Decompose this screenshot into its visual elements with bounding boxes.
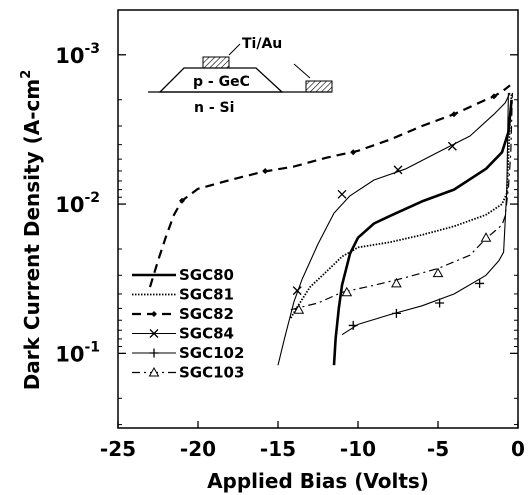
legend-label-sgc103: SGC103 xyxy=(179,364,244,382)
x-tick-label: -20 xyxy=(180,437,216,461)
legend-marker-sgc103 xyxy=(148,366,160,377)
legend-label-sgc80: SGC80 xyxy=(179,266,234,284)
series-marker-sgc103 xyxy=(391,277,402,288)
series-marker-sgc84 xyxy=(292,286,302,296)
inset-arrow-top xyxy=(228,43,241,56)
device-inset: Ti/Au p - GeC n - Si xyxy=(148,36,333,116)
series-marker-sgc82 xyxy=(262,167,269,174)
series-line-sgc81 xyxy=(290,92,513,319)
series-marker-sgc102 xyxy=(391,308,401,318)
series-marker-sgc102 xyxy=(348,320,358,330)
y-axis-label-main: Dark Current Density (A-cm xyxy=(20,79,44,391)
series-marker-sgc82 xyxy=(350,149,357,156)
legend-label-sgc82: SGC82 xyxy=(179,305,234,323)
series-line-sgc103 xyxy=(290,92,513,311)
x-axis-label: Applied Bias (Volts) xyxy=(207,469,429,493)
x-tick-label: -5 xyxy=(427,437,449,461)
legend-label-sgc84: SGC84 xyxy=(179,325,234,343)
x-tick-label: -15 xyxy=(260,437,296,461)
series-marker-sgc84 xyxy=(337,189,347,199)
inset-contact-top xyxy=(202,56,230,69)
series-marker-sgc103 xyxy=(432,267,444,278)
inset-contact-side xyxy=(305,80,333,93)
series-marker-sgc103 xyxy=(480,232,492,242)
x-tick-label: 0 xyxy=(511,437,525,461)
series-line-sgc84 xyxy=(277,92,511,366)
inset-label-tiau: Ti/Au xyxy=(242,36,282,52)
legend-label-sgc102: SGC102 xyxy=(179,344,244,362)
legend-marker-sgc82 xyxy=(151,311,157,317)
legend-marker-sgc102 xyxy=(149,348,159,358)
series-marker-sgc103 xyxy=(293,304,305,314)
y-tick-label: 10-3 xyxy=(55,41,100,68)
inset-mesa xyxy=(158,67,284,93)
series-marker-sgc82 xyxy=(179,197,185,204)
legend-marker-sgc84 xyxy=(149,329,159,338)
y-tick-label: 10-2 xyxy=(55,190,100,217)
series-marker-sgc84 xyxy=(393,165,403,175)
series-marker-sgc84 xyxy=(447,141,457,151)
plot-frame xyxy=(117,9,519,429)
inset-label-pgec: p - GeC xyxy=(193,74,250,90)
series-marker-sgc102 xyxy=(435,298,445,308)
x-tick-label: -25 xyxy=(100,437,136,461)
series-marker-sgc82 xyxy=(451,111,457,118)
series-marker-sgc82 xyxy=(491,93,497,100)
series-line-sgc82 xyxy=(148,84,511,288)
series-line-sgc102 xyxy=(341,92,509,336)
legend-label-sgc81: SGC81 xyxy=(179,286,234,304)
series-marker-sgc102 xyxy=(475,278,485,288)
y-axis-label-superscript: 2 xyxy=(19,70,34,79)
series-marker-sgc103 xyxy=(341,286,353,297)
x-tick-label: -10 xyxy=(340,437,376,461)
series-line-sgc80 xyxy=(332,99,513,366)
inset-label-nsi: n - Si xyxy=(194,100,234,116)
y-tick-label: 10-1 xyxy=(55,339,100,366)
inset-arrow-side xyxy=(293,63,311,79)
y-axis-label: Dark Current Density (A-cm2 xyxy=(19,70,44,391)
